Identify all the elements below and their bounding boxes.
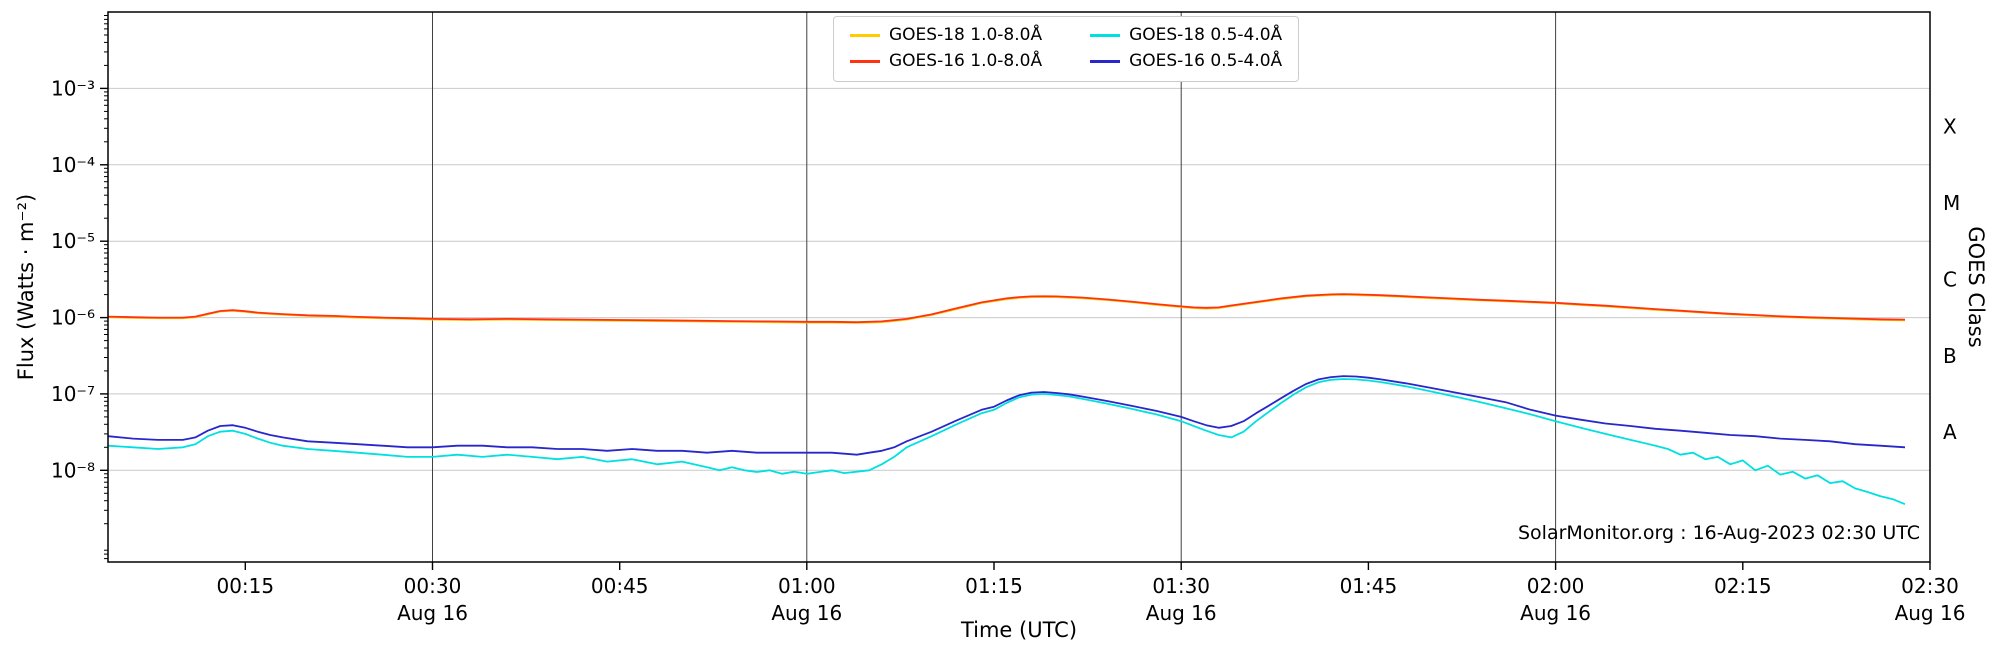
y-tick-label: 10⁻⁸ — [51, 458, 95, 482]
legend: GOES-18 1.0-8.0Å GOES-16 1.0-8.0Å GOES-1… — [833, 16, 1300, 82]
x-tick-date-label: Aug 16 — [1895, 601, 1966, 625]
series-goes-16-1-0-8-0 — [107, 293, 1906, 324]
legend-label-goes16-long: GOES-16 1.0-8.0Å — [889, 51, 1043, 72]
solarmonitor-timestamp-annotation: SolarMonitor.org : 16-Aug-2023 02:30 UTC — [1517, 522, 1920, 544]
y-tick-label: 10⁻⁶ — [51, 306, 95, 330]
series-goes-16-0-5-4-0 — [107, 375, 1906, 456]
legend-label-goes18-long: GOES-18 1.0-8.0Å — [889, 25, 1043, 45]
y-axis-title-goes-class: GOES Class — [1964, 226, 1988, 348]
goes-class-letter: M — [1943, 191, 1960, 215]
x-tick-label: 00:15 — [216, 574, 274, 598]
x-tick-label: 01:15 — [965, 574, 1023, 598]
x-tick-date-label: Aug 16 — [771, 601, 842, 625]
goes-class-letter: A — [1943, 420, 1957, 444]
legend-item-goes18-long: GOES-18 1.0-8.0Å — [850, 25, 1042, 46]
x-gridlines — [432, 12, 1557, 562]
legend-item-goes16-long: GOES-16 1.0-8.0Å — [850, 51, 1042, 72]
axes-frame — [107, 11, 1931, 563]
goes-class-labels: X M C B A — [1943, 115, 1960, 445]
y-axis-title-flux: Flux (Watts · m⁻²) — [14, 193, 38, 381]
legend-label-goes16-short: GOES-16 0.5-4.0Å — [1129, 51, 1283, 72]
x-tick-date-label: Aug 16 — [397, 601, 468, 625]
goes-class-letter: C — [1943, 267, 1957, 291]
x-tick-date-label: Aug 16 — [1146, 601, 1217, 625]
legend-item-goes18-short: GOES-18 0.5-4.0Å — [1090, 25, 1282, 46]
x-tick-label: 01:45 — [1340, 574, 1398, 598]
legend-swatch-goes16-short — [1090, 60, 1121, 64]
y-tick-label: 10⁻³ — [51, 76, 95, 100]
x-tick-label: 02:15 — [1714, 574, 1772, 598]
x-tick-label: 02:00 — [1527, 574, 1585, 598]
legend-label-goes18-short: GOES-18 0.5-4.0Å — [1129, 25, 1283, 45]
series-goes-18-0-5-4-0 — [107, 378, 1906, 506]
legend-item-goes16-short: GOES-16 0.5-4.0Å — [1090, 51, 1282, 72]
y-axis-ticks: 10⁻³ 10⁻⁴ 10⁻⁵ 10⁻⁶ 10⁻⁷ 10⁻⁸ — [51, 15, 108, 560]
goes-class-letter: X — [1943, 115, 1957, 139]
y-tick-label: 10⁻⁴ — [51, 153, 95, 177]
y-tick-label: 10⁻⁷ — [51, 382, 95, 406]
legend-swatch-goes18-short — [1090, 34, 1121, 38]
legend-swatch-goes16-long — [850, 60, 880, 64]
x-tick-label: 00:30 — [404, 574, 462, 598]
y-tick-label: 10⁻⁵ — [51, 229, 95, 253]
legend-swatch-goes18-long — [850, 34, 880, 38]
x-axis-title-time: Time (UTC) — [960, 618, 1078, 642]
x-axis-ticks: 00:15 00:30 Aug 16 00:45 01:00 Aug 16 01:15 01:… — [216, 562, 1965, 625]
x-tick-label: 00:45 — [591, 574, 649, 598]
x-tick-label: 02:30 — [1901, 574, 1959, 598]
x-tick-label: 01:30 — [1152, 574, 1210, 598]
x-tick-label: 01:00 — [778, 574, 836, 598]
goes-class-letter: B — [1943, 344, 1957, 368]
x-tick-date-label: Aug 16 — [1520, 601, 1591, 625]
